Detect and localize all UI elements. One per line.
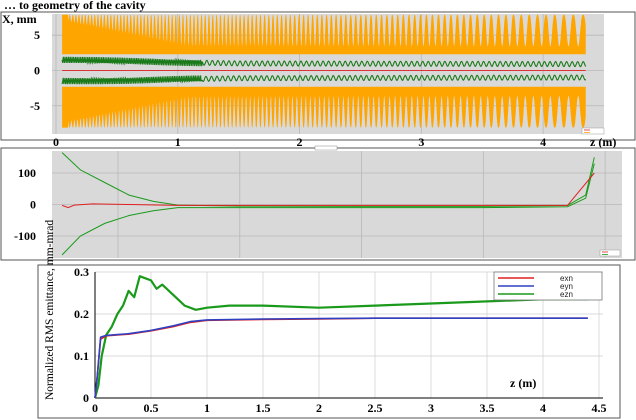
emittance-x-axis-label: z (m) (510, 376, 536, 390)
envelope-lower-band (62, 86, 586, 128)
emittance-legend-label: exn (560, 274, 573, 283)
emittance-series-ezn (93, 275, 588, 399)
envelope-panel: X, mm 5 0 -5 0 1 2 3 4 z (m) (0, 11, 636, 149)
splitter-handle[interactable] (314, 145, 338, 151)
envelope-legend-box (581, 127, 605, 135)
emittance-x-tick-label: 0.5 (144, 401, 159, 415)
phase-panel: 100 0 -100 (0, 145, 636, 261)
emittance-x-tick-label: 4 (540, 401, 546, 415)
emittance-x-tick-label: 3 (428, 401, 434, 415)
emittance-y-tick-label: 0.2 (74, 307, 89, 321)
envelope-x-axis-label: z (m) (590, 135, 616, 149)
emittance-y-tick-label: 0.1 (74, 349, 89, 363)
emittance-x-tick-label: 1 (204, 401, 210, 415)
envelope-y-tick-label: -5 (30, 99, 40, 113)
envelope-legend (581, 127, 605, 135)
envelope-upper-band (62, 14, 586, 55)
phase-series-line (61, 163, 595, 256)
emittance-y-tick-label: 0.3 (74, 265, 89, 279)
envelope-x-tick-label: 2 (297, 135, 303, 149)
phase-legend-box (599, 249, 621, 257)
emittance-x-tick-label: 2.5 (368, 401, 383, 415)
phase-series-line (61, 172, 595, 209)
envelope-x-tick-label: 3 (418, 135, 424, 149)
envelope-green-line (61, 56, 587, 68)
window-title: … to geometry of the cavity (4, 0, 146, 12)
phase-y-tick-label: -100 (14, 229, 36, 243)
phase-y-tick-label: 0 (30, 198, 36, 212)
phase-legend (599, 249, 621, 257)
emittance-legend-label: ezn (560, 290, 573, 299)
emittance-y-axis-label: Normalized RMS emittance, mm-mrad (44, 220, 56, 400)
emittance-x-tick-label: 4.5 (592, 401, 607, 415)
envelope-y-axis-label: X, mm (2, 12, 37, 26)
envelope-x-tick-label: 1 (175, 135, 181, 149)
envelope-y-tick-label: 0 (34, 63, 40, 77)
envelope-y-tick-label: 5 (34, 28, 40, 42)
emittance-x-tick-label: 2 (316, 401, 322, 415)
emittance-x-tick-label: 3.5 (480, 401, 495, 415)
emittance-panel: 0 0.1 0.2 0.3 0 0.5 1 1.5 2 2.5 3 3.5 4 4.5 z (m) No… (37, 220, 621, 419)
emittance-y-tick-label: 0 (83, 391, 89, 405)
emittance-x-tick-label: 1.5 (256, 401, 271, 415)
emittance-series-eyn (94, 317, 588, 399)
envelope-x-tick-label: 4 (540, 135, 546, 149)
phase-y-tick-label: 100 (18, 166, 36, 180)
emittance-legend-label: eyn (560, 282, 573, 291)
envelope-green-line (61, 74, 587, 85)
envelope-x-tick-label: 0 (53, 135, 59, 149)
emittance-x-tick-label: 0 (92, 401, 98, 415)
